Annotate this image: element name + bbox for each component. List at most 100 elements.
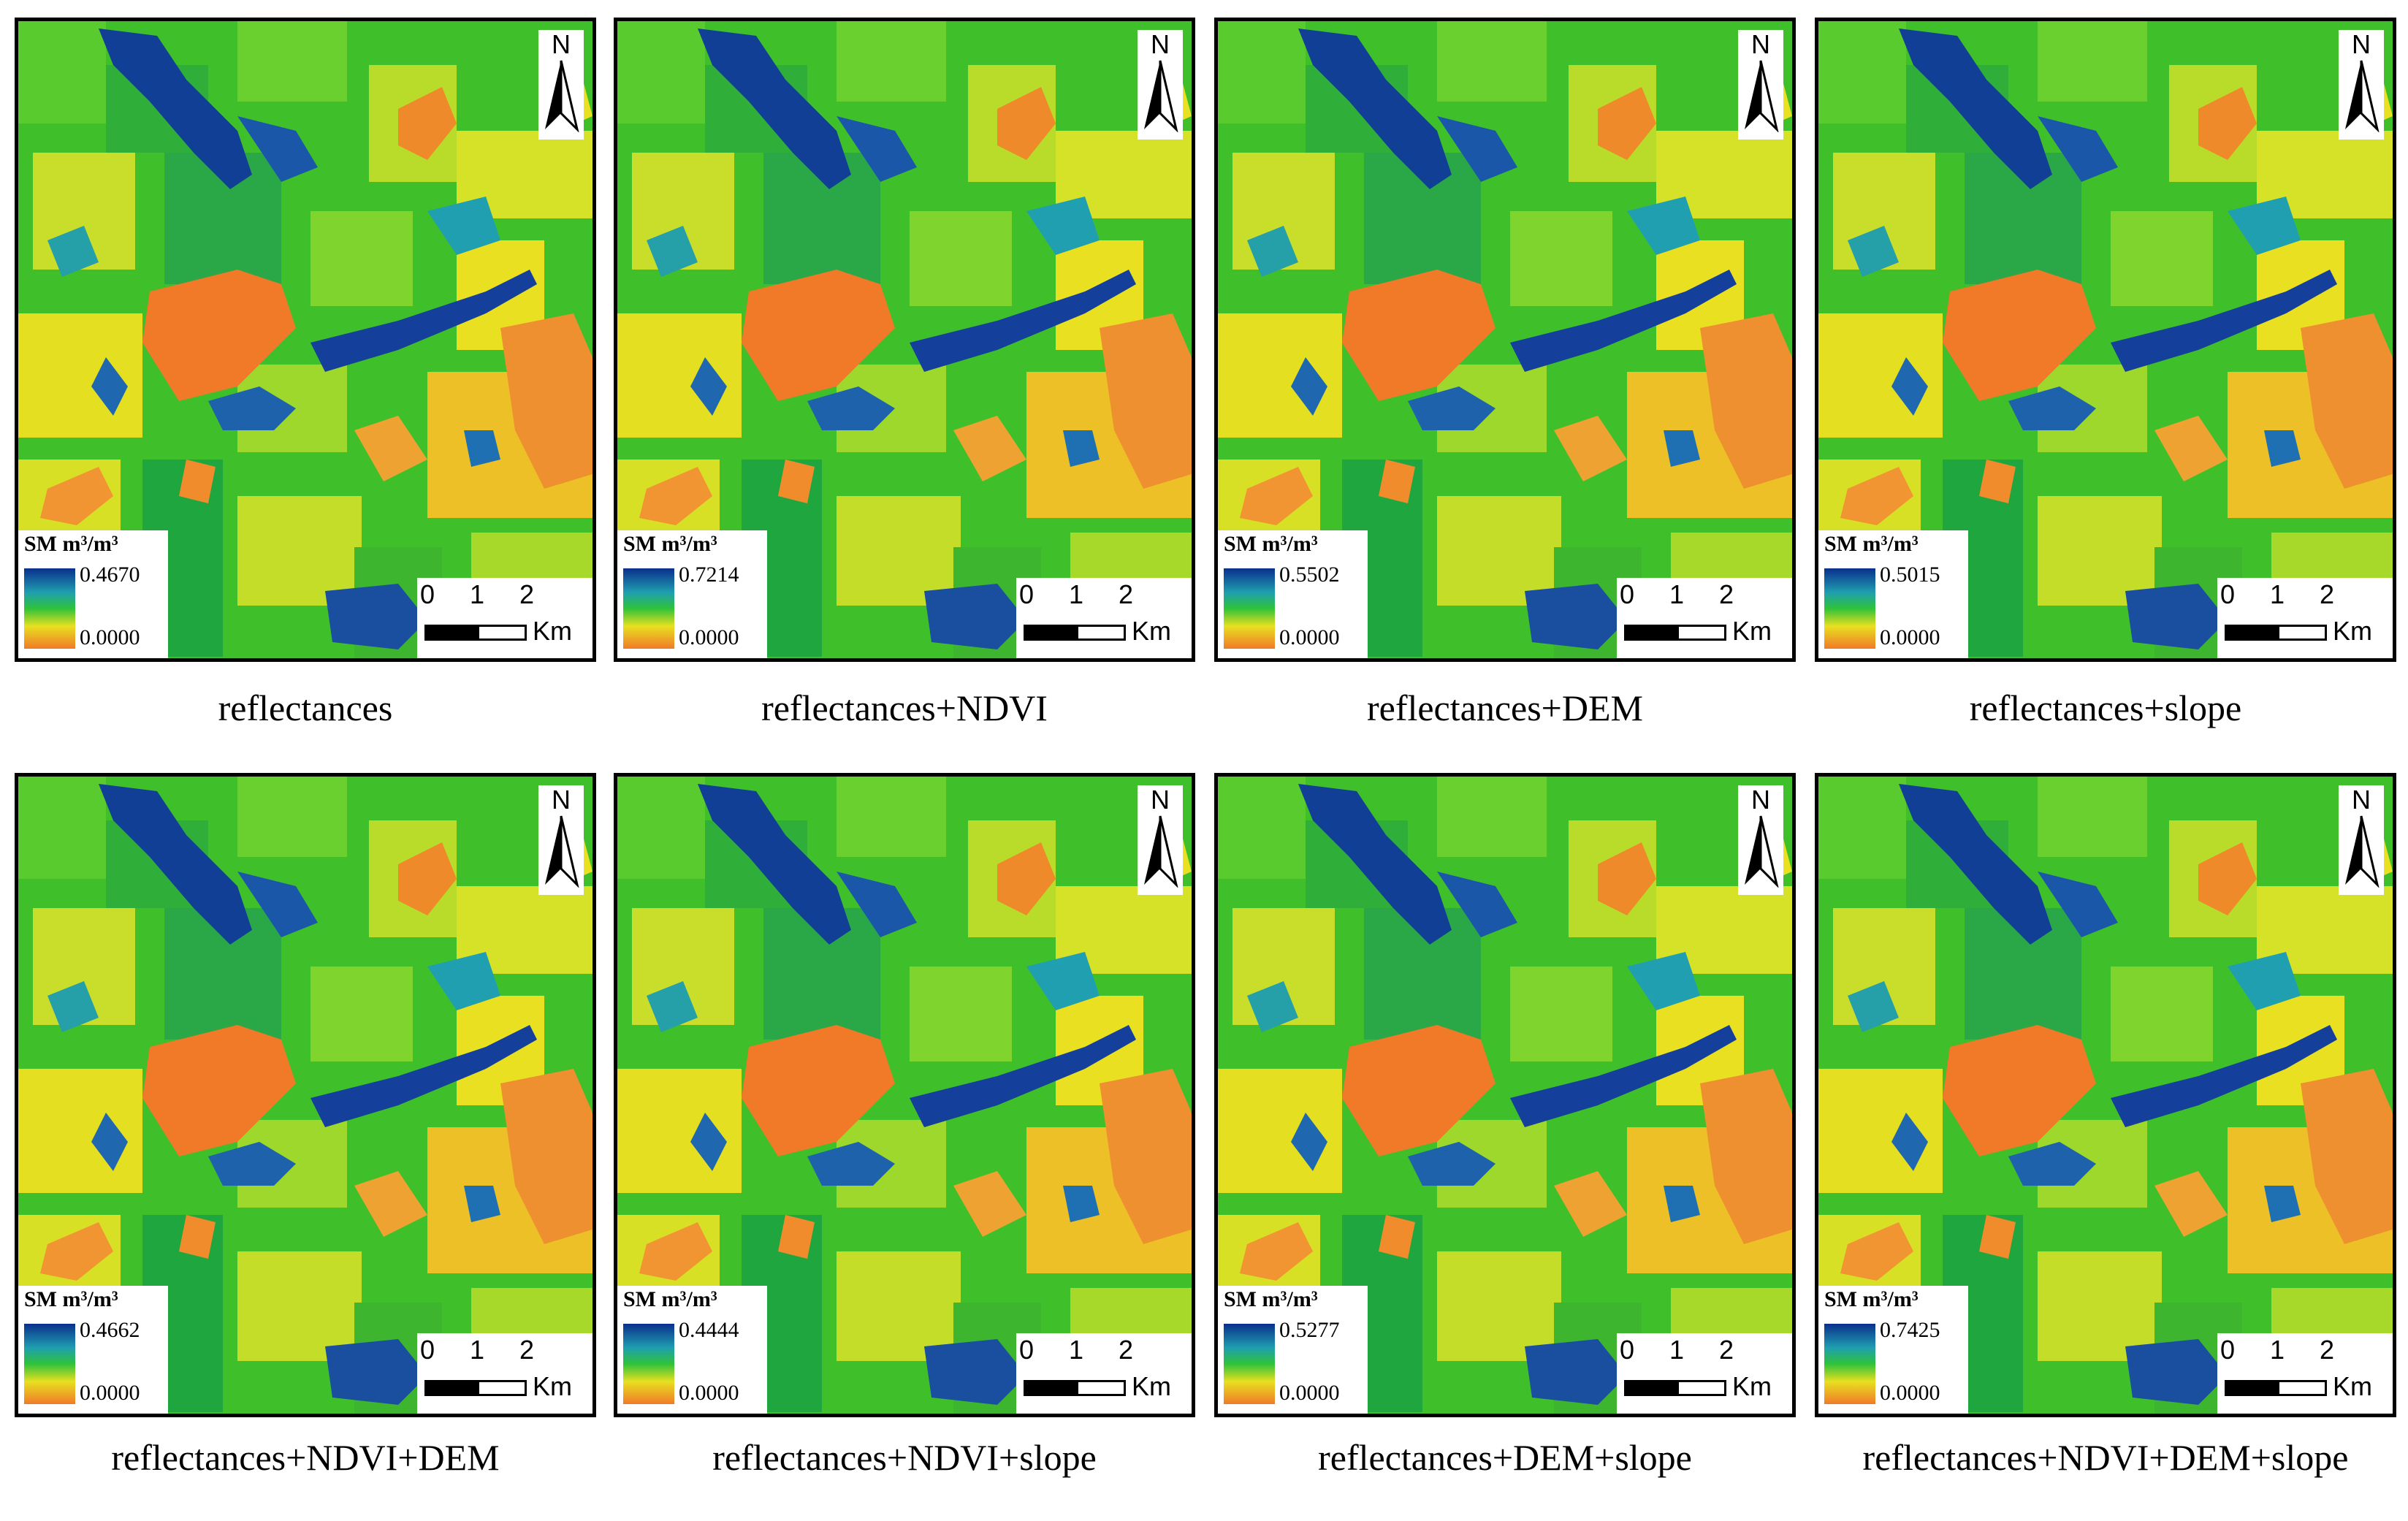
map-panel: N SM m³/m³ 0.7425 0.0000 0 1 2 Km	[1815, 773, 2396, 1417]
north-arrow: N	[1738, 785, 1783, 895]
scale-segment-white	[2277, 625, 2327, 641]
scale-segment-black	[424, 1380, 477, 1396]
scale-tick-0: 0	[1019, 1335, 1035, 1365]
scale-tick-2: 2	[1119, 1335, 1134, 1365]
scale-tick-0: 0	[2220, 1335, 2236, 1365]
panel-caption: reflectances+NDVI+DEM	[111, 1437, 500, 1478]
legend-min-value: 0.0000	[679, 1381, 739, 1405]
scale-bar: 0 1 2 Km	[2217, 1333, 2393, 1414]
legend-min-value: 0.0000	[80, 1381, 140, 1405]
legend-max-value: 0.4670	[80, 563, 140, 587]
scale-tick-2: 2	[2320, 1335, 2335, 1365]
north-arrow: N	[1138, 30, 1183, 140]
north-label: N	[1151, 785, 1170, 815]
scale-tick-1: 1	[470, 1335, 485, 1365]
legend-color-ramp	[1824, 1324, 1875, 1404]
scale-bar: 0 1 2 Km	[1016, 578, 1192, 658]
scale-segment-black	[1024, 625, 1076, 641]
north-label: N	[2352, 29, 2371, 59]
scale-bar: 0 1 2 Km	[2217, 578, 2393, 658]
panel-caption: reflectances+NDVI	[761, 687, 1048, 728]
panel-caption: reflectances	[218, 687, 393, 728]
legend-title: SM m³/m³	[1224, 1287, 1318, 1311]
scale-tick-2: 2	[2320, 579, 2335, 609]
legend-min-value: 0.0000	[1880, 625, 1940, 649]
scale-tick-1: 1	[1069, 1335, 1084, 1365]
map-panel: N SM m³/m³ 0.4444 0.0000 0 1 2 Km	[614, 773, 1195, 1417]
north-arrow: N	[538, 785, 584, 895]
scale-segment-black	[2225, 625, 2277, 641]
scale-unit: Km	[533, 1371, 572, 1401]
panel-caption: reflectances+DEM	[1366, 687, 1643, 728]
north-label: N	[1751, 785, 1770, 815]
legend: SM m³/m³ 0.5277 0.0000	[1218, 1286, 1368, 1414]
panel-caption: reflectances+NDVI+slope	[712, 1437, 1097, 1478]
scale-segment-white	[477, 625, 527, 641]
north-arrow-icon	[1143, 59, 1178, 131]
scale-tick-0: 0	[2220, 579, 2236, 609]
scale-tick-1: 1	[2270, 1335, 2285, 1365]
north-label: N	[2352, 785, 2371, 815]
north-arrow: N	[1738, 30, 1783, 140]
scale-bar: 0 1 2 Km	[417, 1333, 593, 1414]
scale-bar: 0 1 2 Km	[1617, 1333, 1792, 1414]
map-panel: N SM m³/m³ 0.5015 0.0000 0 1 2 Km	[1815, 18, 2396, 662]
panel-caption: reflectances+NDVI+DEM+slope	[1862, 1437, 2349, 1478]
scale-bar: 0 1 2 Km	[417, 578, 593, 658]
legend-title: SM m³/m³	[1824, 532, 1919, 556]
legend-max-value: 0.5015	[1880, 563, 1940, 587]
scale-unit: Km	[1732, 1371, 1772, 1401]
legend: SM m³/m³ 0.5015 0.0000	[1818, 530, 1968, 658]
legend-min-value: 0.0000	[1279, 1381, 1340, 1405]
north-label: N	[552, 29, 571, 59]
scale-tick-0: 0	[420, 1335, 435, 1365]
scale-segment-white	[1677, 1380, 1726, 1396]
legend-max-value: 0.5502	[1279, 563, 1340, 587]
legend-max-value: 0.7214	[679, 563, 739, 587]
scale-segment-white	[1076, 625, 1126, 641]
scale-bar: 0 1 2 Km	[1617, 578, 1792, 658]
legend-color-ramp	[1824, 568, 1875, 649]
scale-segment-black	[1024, 1380, 1076, 1396]
legend: SM m³/m³ 0.4670 0.0000	[18, 530, 168, 658]
north-arrow-icon	[2344, 815, 2379, 886]
legend-color-ramp	[1224, 568, 1275, 649]
scale-tick-1: 1	[2270, 579, 2285, 609]
legend: SM m³/m³ 0.7425 0.0000	[1818, 1286, 1968, 1414]
scale-unit: Km	[1732, 616, 1772, 646]
north-arrow: N	[538, 30, 584, 140]
scale-tick-1: 1	[1669, 579, 1685, 609]
scale-segment-white	[2277, 1380, 2327, 1396]
legend-title: SM m³/m³	[1824, 1287, 1919, 1311]
legend-title: SM m³/m³	[24, 532, 118, 556]
legend-max-value: 0.7425	[1880, 1318, 1940, 1342]
legend-min-value: 0.0000	[679, 625, 739, 649]
north-arrow-icon	[1743, 815, 1778, 886]
north-arrow: N	[2339, 30, 2384, 140]
scale-unit: Km	[533, 616, 572, 646]
north-arrow: N	[2339, 785, 2384, 895]
legend-min-value: 0.0000	[1880, 1381, 1940, 1405]
legend-min-value: 0.0000	[80, 625, 140, 649]
scale-unit: Km	[1132, 616, 1171, 646]
legend-title: SM m³/m³	[24, 1287, 118, 1311]
north-label: N	[1751, 29, 1770, 59]
legend-color-ramp	[24, 1324, 75, 1404]
scale-segment-black	[1624, 1380, 1677, 1396]
map-panel: N SM m³/m³ 0.7214 0.0000 0 1 2 Km	[614, 18, 1195, 662]
scale-tick-0: 0	[1620, 1335, 1635, 1365]
north-arrow-icon	[1143, 815, 1178, 886]
north-arrow-icon	[544, 59, 579, 131]
map-panel: N SM m³/m³ 0.4670 0.0000 0 1 2 Km	[15, 18, 596, 662]
legend-max-value: 0.5277	[1279, 1318, 1340, 1342]
legend: SM m³/m³ 0.4662 0.0000	[18, 1286, 168, 1414]
legend: SM m³/m³ 0.4444 0.0000	[617, 1286, 767, 1414]
scale-tick-2: 2	[1119, 579, 1134, 609]
scale-tick-1: 1	[1069, 579, 1084, 609]
map-panel: N SM m³/m³ 0.5502 0.0000 0 1 2 Km	[1214, 18, 1796, 662]
scale-unit: Km	[2333, 1371, 2372, 1401]
north-arrow: N	[1138, 785, 1183, 895]
scale-segment-white	[477, 1380, 527, 1396]
north-label: N	[1151, 29, 1170, 59]
map-panel: N SM m³/m³ 0.5277 0.0000 0 1 2 Km	[1214, 773, 1796, 1417]
